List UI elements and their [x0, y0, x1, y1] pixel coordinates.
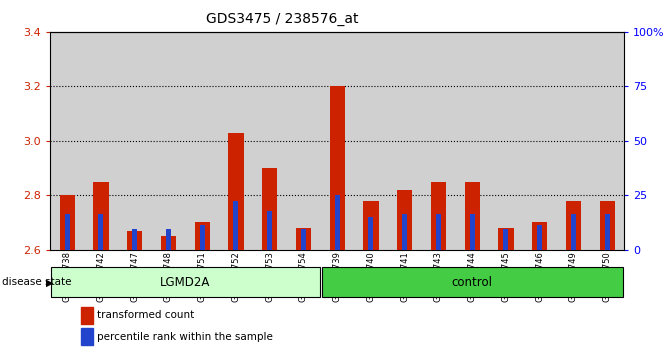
- Bar: [185, 32, 219, 250]
- Bar: [368, 217, 374, 250]
- Bar: [503, 229, 509, 250]
- Bar: [335, 195, 340, 250]
- Text: percentile rank within the sample: percentile rank within the sample: [97, 332, 272, 342]
- Bar: [93, 182, 109, 250]
- Bar: [556, 32, 590, 250]
- Bar: [523, 32, 556, 250]
- Text: LGMD2A: LGMD2A: [160, 276, 211, 289]
- Bar: [219, 32, 253, 250]
- Bar: [161, 236, 176, 250]
- Bar: [320, 32, 354, 250]
- Bar: [470, 214, 474, 250]
- Bar: [132, 229, 138, 250]
- Bar: [50, 32, 84, 250]
- Bar: [388, 32, 421, 250]
- Bar: [262, 168, 277, 250]
- Bar: [600, 201, 615, 250]
- Text: control: control: [452, 276, 493, 289]
- Bar: [267, 211, 272, 250]
- Bar: [60, 195, 74, 250]
- Bar: [456, 32, 489, 250]
- Bar: [397, 190, 412, 250]
- Bar: [127, 230, 142, 250]
- Text: transformed count: transformed count: [97, 310, 194, 320]
- FancyBboxPatch shape: [51, 267, 319, 297]
- Bar: [464, 182, 480, 250]
- Text: GDS3475 / 238576_at: GDS3475 / 238576_at: [205, 12, 358, 27]
- Bar: [329, 86, 345, 250]
- Bar: [195, 222, 210, 250]
- Bar: [301, 229, 306, 250]
- Bar: [363, 201, 378, 250]
- Bar: [234, 201, 238, 250]
- Bar: [566, 201, 581, 250]
- Bar: [152, 32, 185, 250]
- Bar: [499, 228, 513, 250]
- Bar: [532, 222, 548, 250]
- Text: disease state: disease state: [2, 277, 72, 287]
- Bar: [64, 214, 70, 250]
- FancyBboxPatch shape: [321, 267, 623, 297]
- Bar: [228, 132, 244, 250]
- Bar: [287, 32, 320, 250]
- Bar: [84, 32, 118, 250]
- Bar: [253, 32, 287, 250]
- Bar: [354, 32, 388, 250]
- Bar: [402, 214, 407, 250]
- Bar: [605, 214, 610, 250]
- Bar: [166, 229, 171, 250]
- Bar: [200, 225, 205, 250]
- Bar: [118, 32, 152, 250]
- Bar: [99, 214, 103, 250]
- Bar: [296, 228, 311, 250]
- Bar: [489, 32, 523, 250]
- Bar: [590, 32, 624, 250]
- Bar: [431, 182, 446, 250]
- Bar: [436, 214, 441, 250]
- Bar: [571, 214, 576, 250]
- Bar: [421, 32, 456, 250]
- Bar: [537, 225, 542, 250]
- Text: ▶: ▶: [46, 277, 53, 287]
